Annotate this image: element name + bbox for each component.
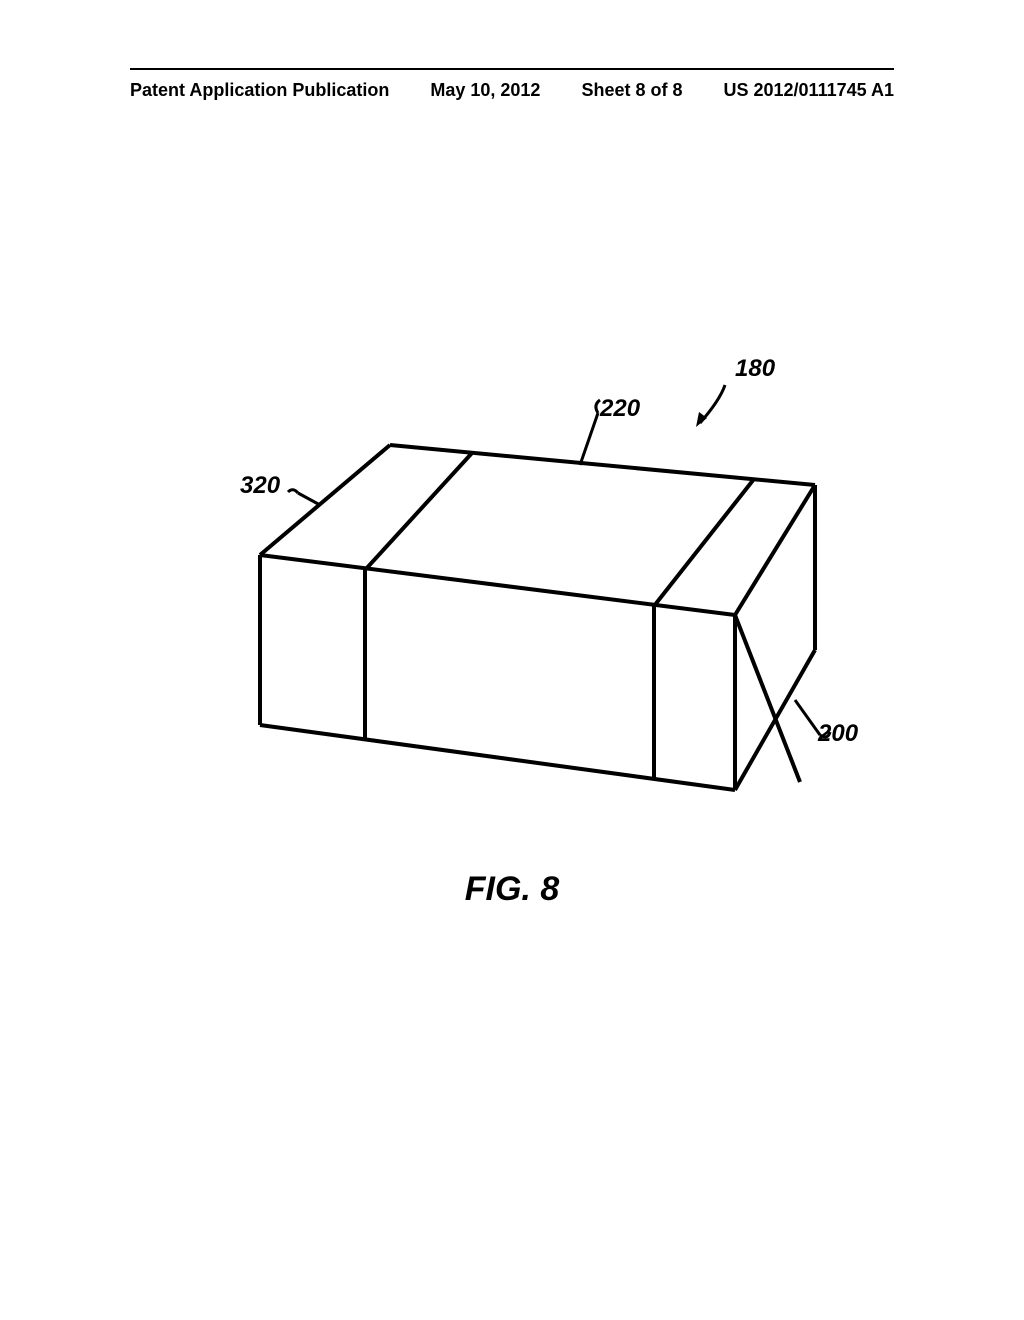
ref-label-320: 320 <box>240 472 280 500</box>
ref-label-180: 180 <box>735 355 775 383</box>
ref-label-220: 220 <box>600 395 640 423</box>
publication-date: May 10, 2012 <box>430 80 540 101</box>
ref-label-200: 200 <box>818 720 858 748</box>
page-header: Patent Application Publication May 10, 2… <box>0 80 1024 101</box>
figure-caption: FIG. 8 <box>0 870 1024 909</box>
box-svg <box>180 330 880 850</box>
sheet-number: Sheet 8 of 8 <box>581 80 682 101</box>
publication-number: US 2012/0111745 A1 <box>723 80 893 101</box>
header-divider <box>130 68 894 70</box>
publication-type: Patent Application Publication <box>130 80 389 101</box>
figure-drawing: 180 220 320 200 <box>180 330 830 830</box>
